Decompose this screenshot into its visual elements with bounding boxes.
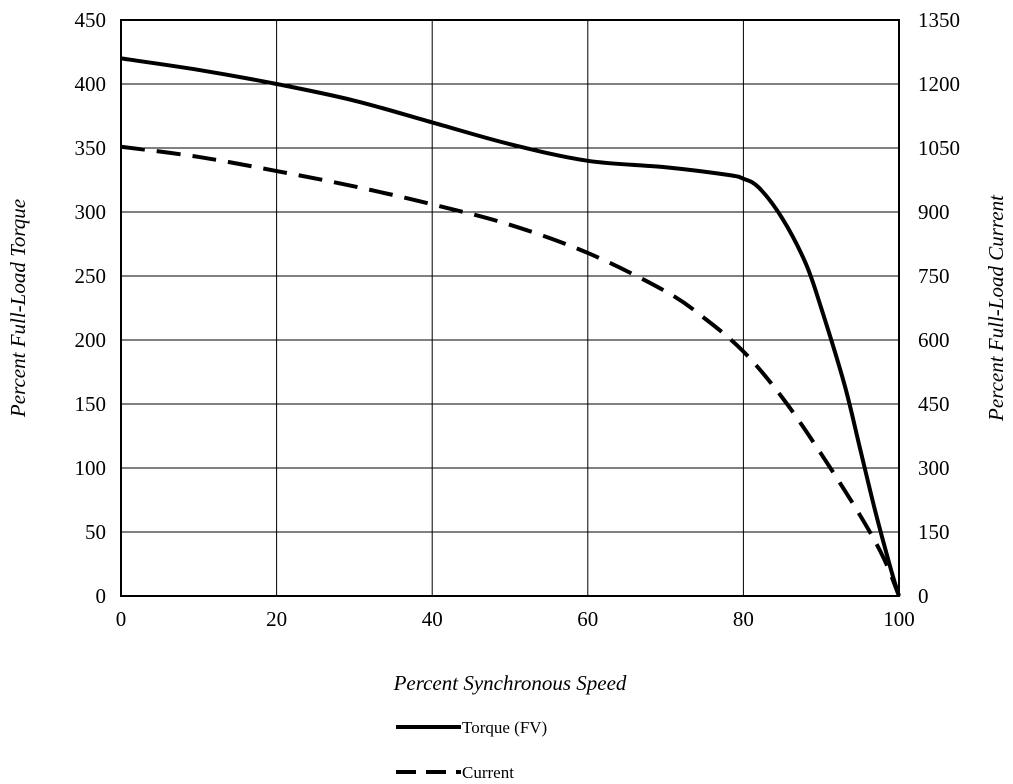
y-left-tick-label: 200: [75, 328, 107, 352]
x-tick-label: 0: [116, 607, 127, 631]
y-left-tick-label: 0: [96, 584, 107, 608]
plot-frame: [120, 19, 900, 597]
x-tick-labels: 0 20 40 60 80 100: [116, 607, 915, 631]
legend-label-current: Current: [462, 763, 514, 782]
y-left-tick-label: 300: [75, 200, 107, 224]
y-right-tick-label: 450: [918, 392, 950, 416]
legend: Torque (FV) Current: [396, 718, 547, 782]
y-right-tick-label: 600: [918, 328, 950, 352]
x-tick-label: 60: [577, 607, 598, 631]
series-line-current: [120, 144, 901, 597]
y-left-tick-label: 350: [75, 136, 107, 160]
y-right-tick-label: 150: [918, 520, 950, 544]
y-axis-left-title: Percent Full-Load Torque: [6, 199, 30, 418]
x-tick-label: 100: [883, 607, 915, 631]
y-left-tick-label: 150: [75, 392, 107, 416]
y-right-tick-label: 1200: [918, 72, 960, 96]
y-axis-right-title: Percent Full-Load Current: [984, 194, 1008, 422]
y-right-tick-label: 750: [918, 264, 950, 288]
y-right-tick-label: 900: [918, 200, 950, 224]
x-tick-label: 40: [422, 607, 443, 631]
legend-label-torque: Torque (FV): [462, 718, 547, 737]
y-left-tick-label: 250: [75, 264, 107, 288]
y-left-tick-labels: 0 50 100 150 200 250 300 350 400 450: [75, 8, 107, 608]
y-right-tick-label: 1350: [918, 8, 960, 32]
y-right-tick-label: 300: [918, 456, 950, 480]
series-layer: [120, 56, 901, 597]
y-right-tick-labels: 0 150 300 450 600 750 900 1050 1200 1350: [918, 8, 960, 608]
y-left-tick-label: 100: [75, 456, 107, 480]
y-right-tick-label: 0: [918, 584, 929, 608]
series-line-torque: [120, 56, 901, 597]
x-tick-label: 20: [266, 607, 287, 631]
x-tick-label: 80: [733, 607, 754, 631]
y-right-tick-label: 1050: [918, 136, 960, 160]
y-left-tick-label: 50: [85, 520, 106, 544]
y-left-tick-label: 450: [75, 8, 107, 32]
x-axis-title: Percent Synchronous Speed: [393, 671, 627, 695]
y-left-tick-label: 400: [75, 72, 107, 96]
grid: [120, 19, 900, 597]
